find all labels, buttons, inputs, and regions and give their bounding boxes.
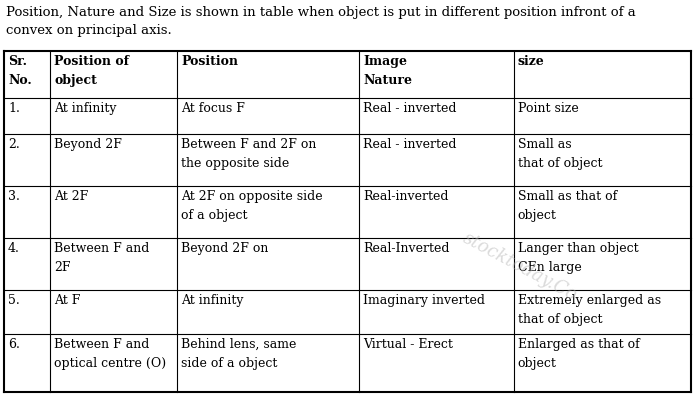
Text: Langer than object
CEn large: Langer than object CEn large [518,242,639,274]
Text: 5.: 5. [8,294,19,307]
Text: At focus F: At focus F [181,102,245,115]
Text: 2.: 2. [8,138,19,151]
Text: At 2F on opposite side
of a object: At 2F on opposite side of a object [181,190,322,222]
Text: Sr.
No.: Sr. No. [8,55,32,87]
Text: stocktoday.Co: stocktoday.Co [460,229,580,305]
Text: Enlarged as that of
object: Enlarged as that of object [518,338,639,370]
Text: 4.: 4. [8,242,20,255]
Text: At infinity: At infinity [181,294,244,307]
Text: Virtual - Erect: Virtual - Erect [363,338,453,351]
Text: Between F and
optical centre (O): Between F and optical centre (O) [54,338,166,370]
Text: At infinity: At infinity [54,102,117,115]
Text: Position, Nature and Size is shown in table when object is put in different posi: Position, Nature and Size is shown in ta… [6,6,636,19]
Text: Small as that of
object: Small as that of object [518,190,617,222]
Text: Between F and
2F: Between F and 2F [54,242,149,274]
Text: Beyond 2F: Beyond 2F [54,138,122,151]
Text: Small as
that of object: Small as that of object [518,138,603,170]
Text: Imaginary inverted: Imaginary inverted [363,294,485,307]
Text: At F: At F [54,294,81,307]
Text: 6.: 6. [8,338,20,351]
Text: Between F and 2F on
the opposite side: Between F and 2F on the opposite side [181,138,316,170]
Text: Position: Position [181,55,238,68]
Text: convex on principal axis.: convex on principal axis. [6,24,172,37]
Text: Behind lens, same
side of a object: Behind lens, same side of a object [181,338,297,370]
Text: Real-Inverted: Real-Inverted [363,242,450,255]
Text: Image
Nature: Image Nature [363,55,412,87]
Text: 3.: 3. [8,190,20,203]
Text: Real - inverted: Real - inverted [363,102,457,115]
Text: Real-inverted: Real-inverted [363,190,449,203]
Text: Position of
object: Position of object [54,55,129,87]
Text: Point size: Point size [518,102,578,115]
Text: 1.: 1. [8,102,20,115]
Text: Real - inverted: Real - inverted [363,138,457,151]
Text: At 2F: At 2F [54,190,88,203]
Text: size: size [518,55,544,68]
Text: Beyond 2F on: Beyond 2F on [181,242,268,255]
Text: Extremely enlarged as
that of object: Extremely enlarged as that of object [518,294,661,326]
